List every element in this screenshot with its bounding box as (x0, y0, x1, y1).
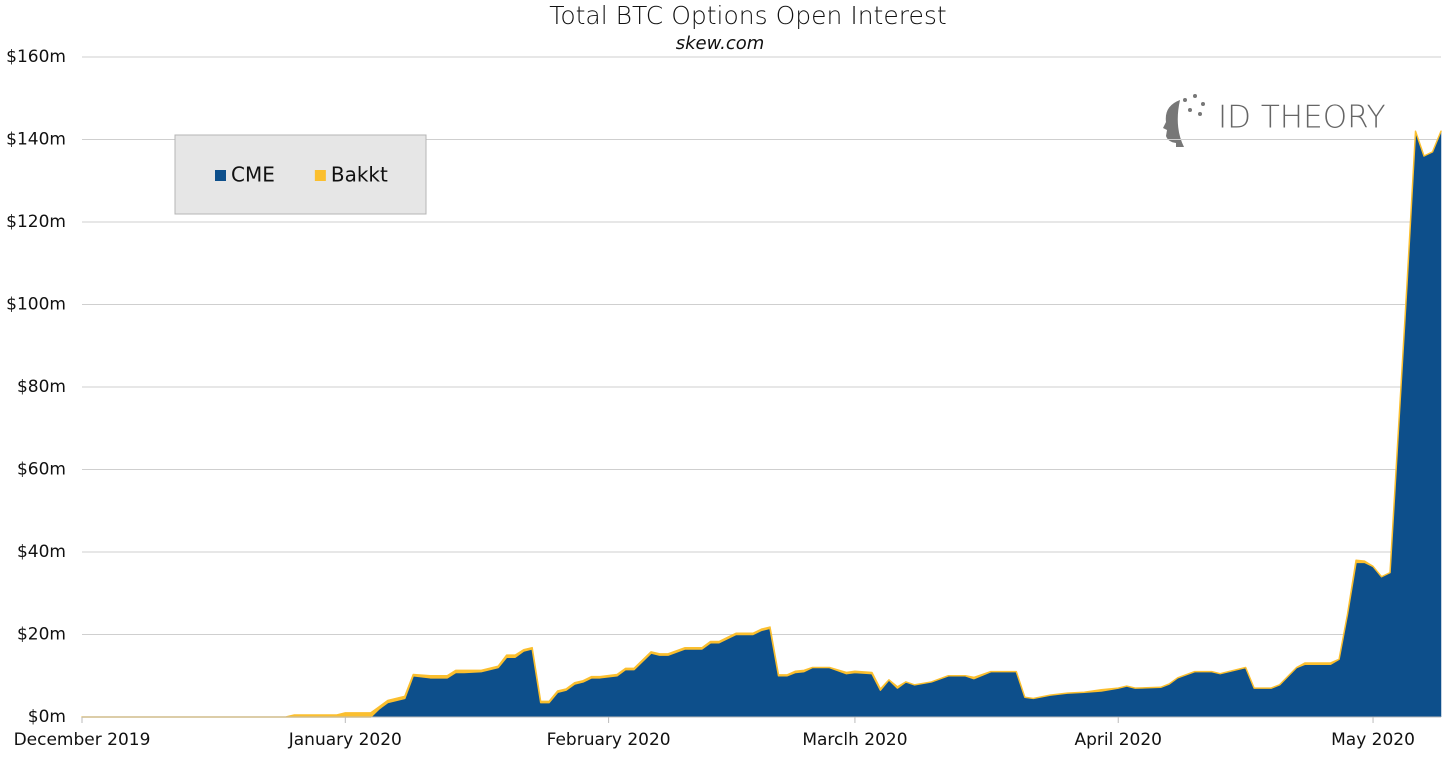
y-tick-label: $80m (17, 377, 66, 397)
chart-title: Total BTC Options Open Interest (549, 1, 946, 30)
logo-dot (1183, 98, 1187, 102)
legend-box (174, 134, 427, 215)
watermark: ID THEORY (1218, 100, 1386, 136)
y-tick-label: $0m (28, 707, 66, 727)
chart-subtitle: skew.com (676, 33, 765, 54)
y-tick-label: $60m (17, 460, 66, 480)
y-tick-label: $160m (6, 47, 66, 67)
x-tick-label: January 2020 (288, 730, 402, 750)
logo-dot (1188, 108, 1192, 112)
legend-swatch (314, 170, 326, 181)
logo-dot (1201, 102, 1205, 106)
x-tick-label: December 2019 (14, 730, 151, 750)
watermark-logo (1163, 94, 1205, 147)
area (81, 130, 1442, 718)
logo-dot (1193, 94, 1197, 98)
legend-label: CME (231, 163, 275, 187)
x-tick-label: April 2020 (1074, 730, 1162, 750)
y-tick-label: $120m (6, 212, 66, 232)
y-tick-label: $40m (17, 542, 66, 562)
logo-head (1163, 100, 1184, 147)
x-tick-label: February 2020 (547, 730, 671, 750)
y-tick-label: $140m (6, 130, 66, 150)
y-tick-label: $100m (6, 295, 66, 315)
logo-dot (1198, 112, 1202, 116)
y-tick-label: $20m (17, 625, 66, 645)
x-tick-label: Marclh 2020 (802, 730, 907, 750)
legend-label: Bakkt (331, 163, 388, 187)
legend-swatch (215, 170, 226, 181)
x-tick-label: May 2020 (1331, 730, 1415, 750)
